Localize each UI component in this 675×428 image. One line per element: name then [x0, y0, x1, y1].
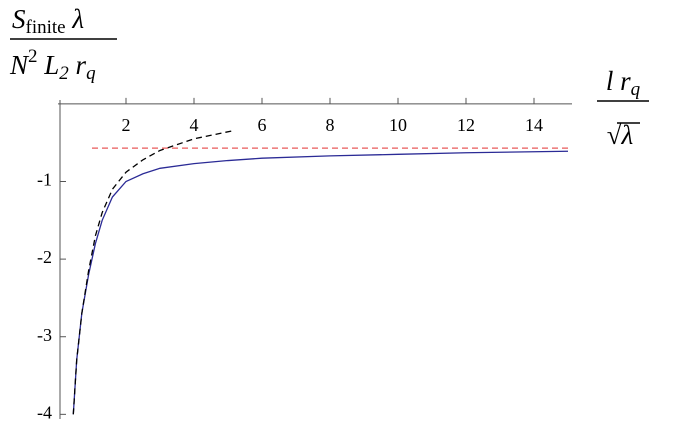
- y-tick-label: -1: [37, 170, 52, 190]
- x-tick-label: 12: [457, 115, 475, 135]
- x-label-numerator-sub: q: [631, 79, 641, 100]
- x-label-numerator-part: l r: [606, 66, 631, 96]
- x-tick-label: 10: [389, 115, 407, 135]
- y-label-numerator-sub: finite: [26, 17, 66, 38]
- series-line: [72, 130, 232, 415]
- x-tick-label: 4: [190, 115, 199, 135]
- y-label-denominator-part: L: [38, 50, 60, 80]
- series-line: [72, 150, 569, 415]
- y-label-denominator-sub: q: [86, 63, 96, 84]
- y-label-denominator-part: N: [9, 50, 30, 80]
- y-label-numerator-part: λ: [66, 4, 85, 34]
- x-tick-label: 2: [122, 115, 131, 135]
- y-label-denominator-sup: 2: [28, 46, 38, 67]
- x-label-numerator: l rq​: [606, 66, 641, 100]
- x-label-denominator-part: √λ: [607, 120, 634, 150]
- y-tick-label: -4: [37, 402, 52, 422]
- x-tick-label: 6: [258, 115, 267, 135]
- y-tick-label: -3: [37, 325, 52, 345]
- x-label-denominator: √λ: [607, 120, 634, 150]
- y-label-denominator: N2​ L2​ rq​: [9, 46, 96, 84]
- y-label-denominator-sub: 2: [59, 63, 69, 84]
- y-label-numerator: Sfinite​ λ: [12, 4, 84, 38]
- x-tick-label: 14: [525, 115, 543, 135]
- y-tick-label: -2: [37, 247, 52, 267]
- y-label-denominator-part: r: [69, 50, 87, 80]
- x-tick-label: 8: [326, 115, 335, 135]
- y-label-numerator-part: S: [12, 4, 26, 34]
